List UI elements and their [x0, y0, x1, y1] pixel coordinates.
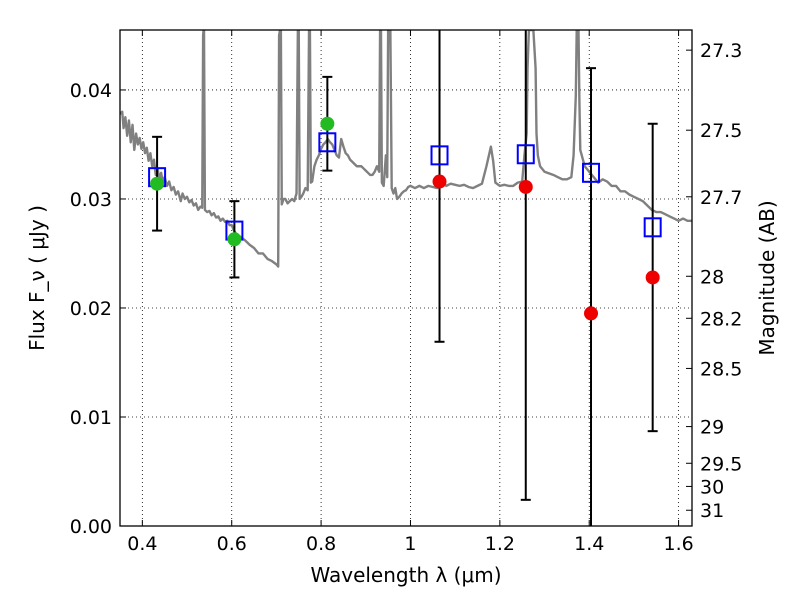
y-tick-label: 0.00: [70, 516, 112, 538]
x-tick-label: 1.6: [663, 533, 693, 555]
y-tick-label: 0.04: [70, 80, 112, 102]
y2-tick-label: 27.7: [700, 187, 742, 209]
upper-limit-point: [584, 306, 599, 321]
upper-limit-point: [518, 179, 533, 194]
detection-point: [320, 116, 335, 131]
x-tick-label: 0.6: [217, 533, 247, 555]
upper-limit-point: [432, 174, 447, 189]
model-square-marker: [516, 144, 535, 165]
axes: 0.4 0.6 0.8 1 1.2 1.4 1.6 0.00 0.01 0.02 0.03 0.04 2…: [70, 30, 742, 555]
x-axis-title: Wavelength λ (μm): [310, 563, 501, 587]
y2-tick-label: 28: [700, 266, 724, 288]
model-square-marker: [318, 132, 337, 153]
y2-tick-label: 29.5: [700, 453, 742, 475]
model-square-marker: [430, 145, 449, 166]
upper-limit-point: [645, 270, 660, 285]
y2-tick-label: 29: [700, 417, 724, 439]
x-tick-label: 1.4: [574, 533, 604, 555]
detection-point: [150, 176, 165, 191]
x-tick-label: 0.8: [306, 533, 336, 555]
y-axis-title: Flux F_ν ( μJy ): [25, 205, 49, 351]
x-tick-label: 1.2: [485, 533, 515, 555]
y-tick-label: 0.02: [70, 298, 112, 320]
grid-lines: [120, 30, 692, 526]
y2-tick-label: 31: [700, 500, 724, 522]
spectrum-line: [120, 30, 692, 268]
y2-tick-label: 27.3: [700, 40, 742, 62]
x-tick-label: 0.4: [127, 533, 157, 555]
data-markers: [148, 116, 662, 321]
y-tick-label: 0.03: [70, 189, 112, 211]
model-square-marker: [643, 217, 662, 238]
y2-tick-label: 28.5: [700, 358, 742, 380]
detection-point: [227, 232, 242, 247]
model-square-marker: [582, 162, 601, 183]
y2-tick-label: 30: [700, 476, 724, 498]
x-tick-label: 1: [404, 533, 416, 555]
y-tick-label: 0.01: [70, 407, 112, 429]
y2-axis-title: Magnitude (AB): [755, 200, 779, 355]
error-bars: [152, 30, 658, 526]
y2-tick-label: 27.5: [700, 120, 742, 142]
spectrum-layer: [120, 30, 692, 268]
y2-tick-label: 28.2: [700, 308, 742, 330]
plot-frame: [119, 29, 693, 527]
